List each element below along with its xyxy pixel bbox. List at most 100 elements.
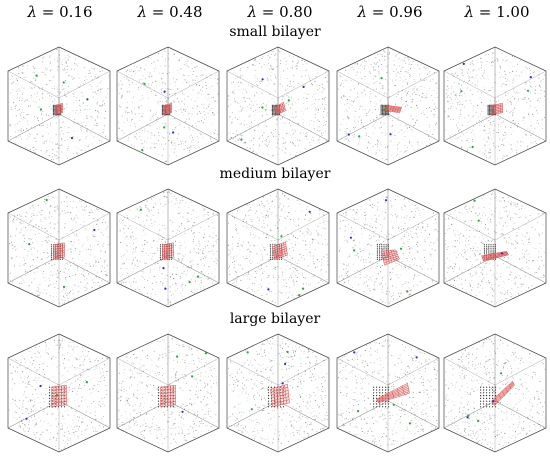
- simulation-box-panel: [113, 186, 223, 310]
- bilayer: [159, 242, 174, 260]
- ions: [246, 350, 289, 411]
- ions: [466, 372, 503, 422]
- bilayer-mesh: [55, 102, 63, 116]
- bilayer: [269, 241, 288, 260]
- lambda-header-4: λ = 0.96: [357, 3, 423, 21]
- ions: [240, 78, 305, 141]
- box-frame: [226, 46, 330, 166]
- bilayer: [373, 382, 410, 408]
- bilayer: [48, 384, 67, 408]
- bilayer-mesh: [272, 241, 288, 260]
- simulation-box-panel: [440, 331, 550, 455]
- bilayer-mesh: [164, 102, 172, 116]
- ions: [28, 198, 96, 288]
- bilayer: [380, 104, 402, 116]
- box-frame: [116, 46, 220, 166]
- simulation-box-panel: [333, 331, 443, 455]
- box-frame: [116, 333, 220, 453]
- ions: [353, 351, 418, 425]
- bilayer: [376, 244, 400, 266]
- bilayer-mesh: [160, 384, 176, 408]
- bilayer-mesh: [376, 382, 410, 404]
- simulation-box-panel: [113, 44, 223, 168]
- simulation-box-panel: [113, 331, 223, 455]
- bilayer-mesh: [270, 383, 290, 408]
- solvent-particles: [337, 47, 439, 161]
- simulation-box: [443, 188, 547, 308]
- simulation-box-panel: [333, 44, 443, 168]
- simulation-box: [116, 333, 220, 453]
- box-frame: [443, 333, 547, 453]
- simulation-box: [443, 46, 547, 166]
- solvent-particles: [227, 49, 329, 161]
- bilayer: [271, 101, 286, 116]
- simulation-box: [226, 333, 330, 453]
- simulation-box: [336, 46, 440, 166]
- simulation-box: [226, 46, 330, 166]
- simulation-box: [116, 46, 220, 166]
- simulation-box: [116, 188, 220, 308]
- solvent-particles: [444, 337, 546, 450]
- ions: [349, 199, 409, 293]
- box-frame: [443, 188, 547, 308]
- simulation-box-panel: [223, 186, 333, 310]
- simulation-box-panel: [223, 44, 333, 168]
- simulation-box-panel: [4, 331, 114, 455]
- simulation-box: [7, 333, 111, 453]
- bilayer-mesh: [384, 105, 402, 113]
- solvent-particles: [9, 193, 110, 305]
- box-frame: [7, 46, 111, 166]
- solvent-particles: [8, 336, 108, 451]
- bilayer: [267, 383, 290, 408]
- simulation-box-panel: [440, 186, 550, 310]
- simulation-box: [226, 188, 330, 308]
- simulation-box: [336, 333, 440, 453]
- box-frame: [7, 333, 111, 453]
- ions: [25, 381, 88, 420]
- bilayer: [487, 103, 503, 116]
- bilayer-mesh: [491, 103, 503, 115]
- simulation-box-panel: [223, 331, 333, 455]
- bilayer-mesh: [51, 384, 67, 408]
- bilayer-mesh: [274, 101, 286, 116]
- solvent-particles: [117, 191, 219, 306]
- simulation-box-panel: [4, 186, 114, 310]
- ions: [473, 199, 503, 255]
- solvent-particles: [117, 49, 219, 163]
- simulation-box: [7, 188, 111, 308]
- lambda-header-5: λ = 1.00: [464, 3, 530, 21]
- ions: [176, 352, 208, 413]
- solvent-particles: [227, 192, 329, 303]
- lambda-header-1: λ = 0.16: [27, 3, 93, 21]
- simulation-box-panel: [4, 44, 114, 168]
- lambda-header-2: λ = 0.48: [137, 3, 203, 21]
- row-title-large: large bilayer: [229, 311, 321, 327]
- box-frame: [226, 188, 330, 308]
- ions: [347, 77, 392, 138]
- lambda-header-3: λ = 0.80: [247, 3, 313, 21]
- simulation-box: [336, 188, 440, 308]
- solvent-particles: [338, 190, 439, 304]
- solvent-particles: [444, 190, 546, 304]
- bilayer: [50, 242, 65, 260]
- bilayer: [480, 380, 515, 408]
- simulation-box: [443, 333, 547, 453]
- bilayer: [157, 384, 176, 408]
- bilayer-mesh: [53, 242, 65, 260]
- box-frame: [336, 333, 440, 453]
- row-title-small: small bilayer: [229, 24, 321, 40]
- box-frame: [443, 46, 547, 166]
- simulation-box-panel: [333, 186, 443, 310]
- bilayer-mesh: [491, 380, 515, 407]
- ions: [35, 74, 89, 140]
- ions: [267, 210, 311, 297]
- bilayer: [52, 102, 63, 116]
- bilayer: [161, 102, 172, 116]
- simulation-box-panel: [440, 44, 550, 168]
- row-title-medium: medium bilayer: [219, 166, 331, 182]
- ions: [460, 62, 532, 149]
- ions: [141, 82, 175, 152]
- simulation-box: [7, 46, 111, 166]
- solvent-particles: [228, 338, 329, 444]
